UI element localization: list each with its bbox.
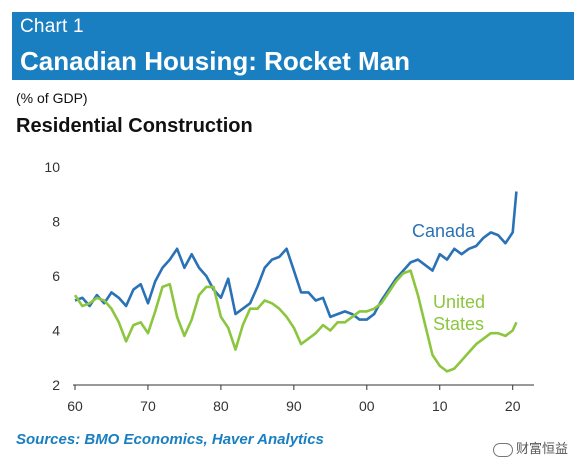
y-tick-label: 10 <box>44 159 60 175</box>
y-tick-label: 2 <box>52 377 60 393</box>
chart-banner: Chart 1 Canadian Housing: Rocket Man <box>12 12 574 80</box>
us-series-label: States <box>433 314 484 334</box>
y-tick-label: 6 <box>52 268 60 284</box>
watermark: 财富恒益 <box>492 438 568 457</box>
x-tick-label: 20 <box>505 398 521 414</box>
us-series-line <box>73 269 518 373</box>
x-tick-label: 10 <box>432 398 448 414</box>
canada-series-label: Canada <box>412 221 476 241</box>
wechat-icon <box>492 442 513 457</box>
canada-series-line <box>74 191 518 321</box>
x-tick-label: 70 <box>140 398 156 414</box>
x-tick-label: 90 <box>286 398 302 414</box>
y-tick-label: 8 <box>52 214 60 230</box>
source-note: Sources: BMO Economics, Haver Analytics <box>16 431 324 448</box>
x-tick-label: 00 <box>359 398 375 414</box>
watermark-text: 财富恒益 <box>515 442 568 457</box>
x-tick-label: 80 <box>213 398 229 414</box>
unit-label: (% of GDP) <box>16 90 88 106</box>
us-series-label: United <box>433 292 485 312</box>
x-tick-label: 60 <box>67 398 83 414</box>
chart-title: Canadian Housing: Rocket Man <box>20 46 411 76</box>
y-tick-label: 4 <box>52 323 60 339</box>
chart-subtitle: Residential Construction <box>16 115 253 137</box>
chart-number: Chart 1 <box>20 16 84 37</box>
